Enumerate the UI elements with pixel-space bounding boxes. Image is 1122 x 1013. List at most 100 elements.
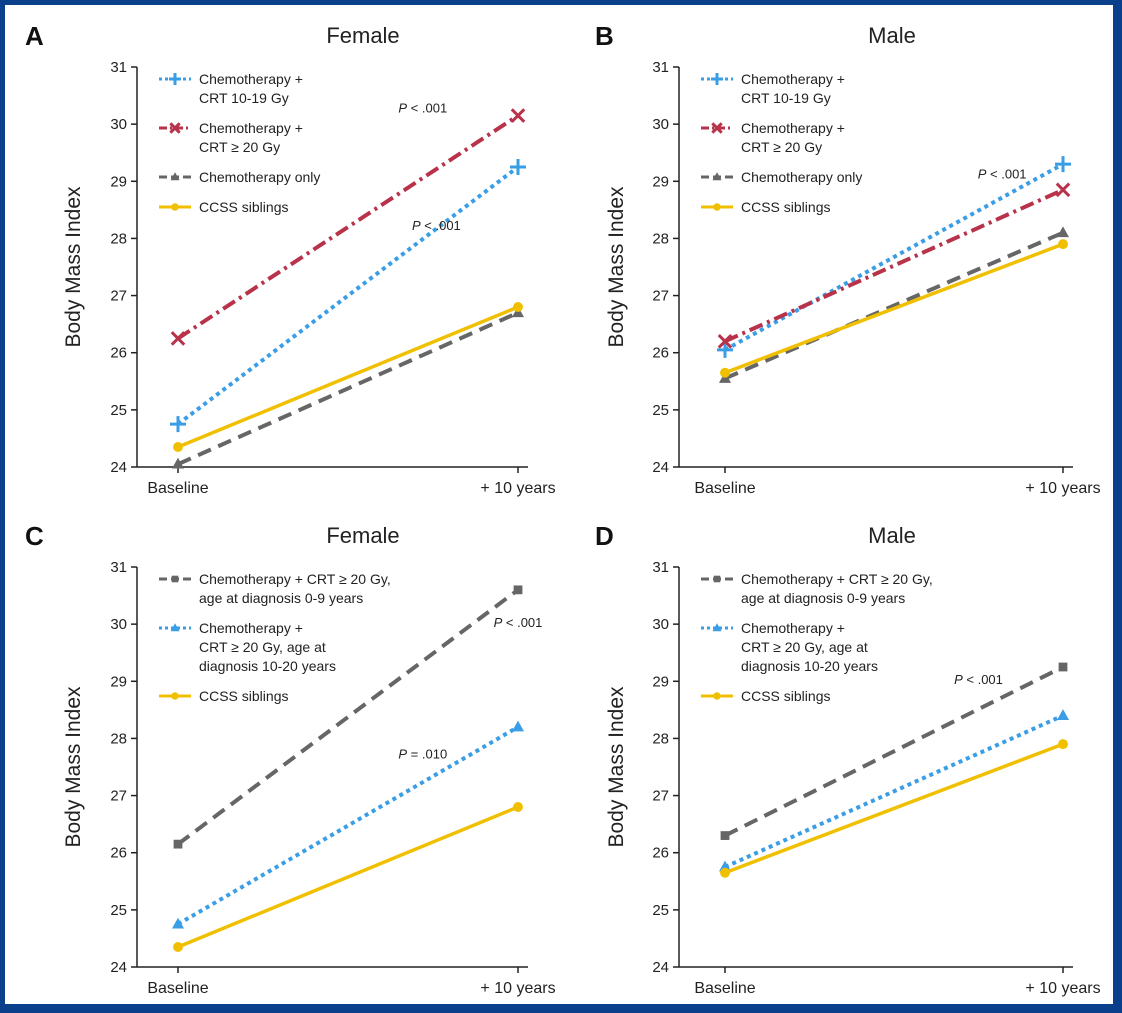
- y-tick-label: 24: [652, 459, 669, 476]
- x-tick-label: + 10 years: [1025, 980, 1100, 997]
- legend-label: diagnosis 10-20 years: [741, 658, 878, 674]
- series-line: [176, 588, 520, 846]
- legend-label: Chemotherapy + CRT ≥ 20 Gy,: [199, 571, 391, 587]
- y-tick-label: 28: [110, 730, 127, 747]
- data-point: [1058, 739, 1068, 750]
- series-line: [724, 713, 1064, 869]
- p-value: < .001: [963, 672, 1003, 687]
- y-tick-label: 24: [110, 959, 127, 976]
- p-value: < .001: [421, 218, 461, 233]
- legend-label: Chemotherapy +: [199, 120, 303, 136]
- x-tick-label: Baseline: [694, 480, 755, 497]
- y-tick-label: 28: [652, 230, 669, 247]
- series-line: [724, 742, 1064, 875]
- y-tick-label: 26: [652, 345, 669, 362]
- data-point: [720, 831, 730, 840]
- legend-label: diagnosis 10-20 years: [199, 658, 336, 674]
- y-tick-label: 25: [652, 402, 669, 419]
- data-point: [513, 802, 523, 812]
- y-tick-label: 29: [652, 673, 669, 690]
- legend-label: CCSS siblings: [741, 199, 830, 215]
- panel-d: D Male 24 25 26 27 28 29 30 31 Baseline + 10 years B…: [595, 521, 1101, 997]
- y-tick-label: 28: [110, 230, 127, 247]
- series-3: [719, 226, 1069, 383]
- legend-item: Chemotherapy only: [159, 169, 320, 185]
- legend-label: CRT 10-19 Gy: [199, 90, 289, 106]
- series-line: [177, 805, 519, 949]
- y-tick-label: 30: [652, 116, 669, 133]
- y-tick-label: 24: [110, 459, 127, 476]
- legend-label: Chemotherapy +: [741, 71, 845, 87]
- p-value-annotation: P < .001: [398, 101, 447, 116]
- p-value: = .010: [407, 746, 447, 761]
- legend-label: Chemotherapy +: [199, 620, 303, 636]
- y-tick-label: 29: [652, 173, 669, 190]
- y-tick-label: 30: [110, 616, 127, 633]
- y-tick-label: 27: [110, 788, 127, 805]
- legend-label: age at diagnosis 0-9 years: [199, 590, 363, 606]
- legend-label: CRT 10-19 Gy: [741, 90, 831, 106]
- legend-label: CRT ≥ 20 Gy: [741, 139, 822, 155]
- legend-label: CRT ≥ 20 Gy, age at: [741, 639, 868, 655]
- legend-label: Chemotherapy only: [199, 169, 320, 185]
- panel-title: Male: [868, 23, 916, 48]
- p-value-annotation: P < .001: [954, 672, 1003, 687]
- legend-marker: [711, 73, 723, 85]
- figure-svg: A Female 24 25 26 27 28 29 30 31 Baseline + 10 year…: [25, 21, 1101, 997]
- legend: Chemotherapy + CRT ≥ 20 Gy, age at diagno…: [159, 571, 391, 704]
- y-axis-title: Body Mass Index: [605, 186, 628, 348]
- p-symbol: P: [412, 218, 421, 233]
- legend-marker: [171, 575, 179, 583]
- series-line: [176, 113, 520, 341]
- y-tick-label: 25: [652, 902, 669, 919]
- legend-marker: [713, 692, 721, 700]
- legend-marker: [169, 73, 181, 85]
- data-point: [510, 108, 526, 123]
- legend-marker: [170, 172, 180, 181]
- y-tick-label: 25: [110, 402, 127, 419]
- p-symbol: P: [954, 672, 963, 687]
- legend-item: Chemotherapy + CRT 10-19 Gy: [159, 71, 303, 106]
- legend-label: CRT ≥ 20 Gy: [199, 139, 280, 155]
- y-tick-label: 31: [110, 59, 127, 76]
- series-1: [170, 159, 526, 433]
- legend-marker: [711, 122, 723, 134]
- legend-item: Chemotherapy + CRT ≥ 20 Gy, age at diagno…: [159, 571, 391, 606]
- legend-marker: [169, 122, 181, 134]
- p-value: < .001: [407, 101, 447, 116]
- y-tick-label: 30: [652, 616, 669, 633]
- data-point: [512, 720, 524, 732]
- legend-item: CCSS siblings: [159, 688, 288, 704]
- y-tick-label: 28: [652, 730, 669, 747]
- series-line: [724, 188, 1064, 344]
- x-tick-label: Baseline: [147, 480, 208, 497]
- p-symbol: P: [398, 746, 407, 761]
- legend-item: CCSS siblings: [701, 199, 830, 215]
- legend-item: Chemotherapy + CRT ≥ 20 Gy: [701, 120, 845, 155]
- data-point: [172, 457, 184, 469]
- x-tick-label: + 10 years: [480, 980, 555, 997]
- p-symbol: P: [398, 101, 407, 116]
- panel-letter: D: [595, 521, 614, 551]
- legend-item: CCSS siblings: [701, 688, 830, 704]
- panel-a: A Female 24 25 26 27 28 29 30 31 Baseline + 10 year…: [25, 21, 556, 497]
- legend-label: Chemotherapy + CRT ≥ 20 Gy,: [741, 571, 933, 587]
- y-tick-label: 26: [652, 845, 669, 862]
- series-2: [172, 720, 524, 929]
- data-point: [170, 331, 186, 346]
- legend-label: CCSS siblings: [199, 199, 288, 215]
- series-2: [719, 709, 1069, 872]
- data-point: [173, 442, 183, 452]
- y-tick-label: 25: [110, 902, 127, 919]
- data-point: [173, 942, 183, 952]
- panel-c: C Female 24 25 26 27 28 29 30 31 Baseline + 10 year…: [25, 521, 556, 997]
- y-tick-label: 31: [110, 559, 127, 576]
- data-point: [717, 333, 733, 349]
- data-point: [172, 917, 184, 929]
- legend-marker: [712, 172, 722, 181]
- series-4: [720, 239, 1068, 378]
- series-line: [177, 305, 519, 449]
- y-tick-label: 27: [652, 788, 669, 805]
- x-tick-label: Baseline: [694, 980, 755, 997]
- series-line: [724, 162, 1064, 352]
